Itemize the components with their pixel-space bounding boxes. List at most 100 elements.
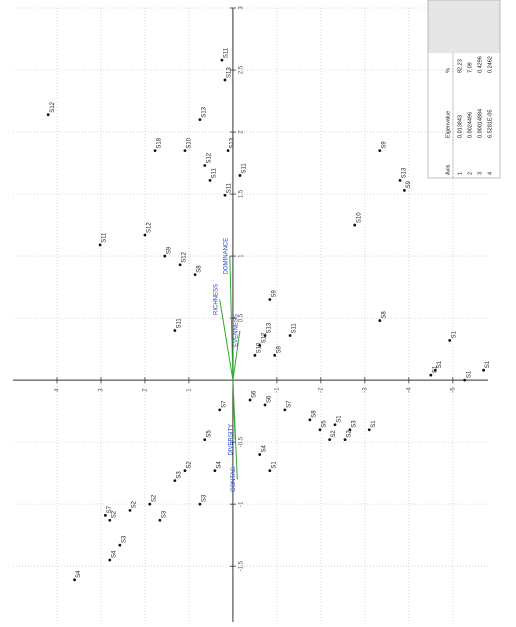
point [46, 113, 50, 117]
point-label: S13 [227, 67, 233, 78]
point-label: S10 [256, 342, 262, 353]
point-label: S9 [381, 141, 387, 149]
point [367, 428, 371, 432]
table-frame [427, 0, 501, 179]
point-label: S11 [223, 47, 229, 58]
point-label: S8 [197, 265, 203, 273]
point-label: S7 [286, 400, 292, 408]
point [258, 343, 262, 347]
point-label: S6 [267, 395, 273, 403]
vector-label: DIVERSITY [229, 424, 235, 456]
table-cell: 1 [457, 172, 463, 175]
point-label: S1 [371, 420, 377, 428]
point [238, 174, 242, 177]
point [353, 223, 357, 227]
point [158, 518, 162, 522]
point-label: S10 [187, 137, 193, 148]
point-label: S18 [157, 137, 163, 148]
point [223, 78, 227, 82]
point-label: S1 [432, 365, 438, 373]
point-label: S4 [261, 445, 267, 453]
table-header: Axis [445, 164, 451, 175]
point [173, 329, 177, 332]
x-tick-label: 1 [187, 388, 193, 392]
point-label: S11 [102, 232, 108, 243]
point [258, 453, 262, 456]
point-label: S9 [406, 180, 412, 188]
x-tick-label: -3 [362, 387, 368, 393]
point-label: S12 [147, 222, 153, 233]
point [183, 469, 187, 473]
table-header-bg [428, 0, 500, 53]
point [253, 353, 257, 357]
point-label: S2 [187, 461, 193, 469]
point-label: S12 [50, 101, 56, 112]
point-label: S9 [271, 289, 277, 297]
point-label: S1 [485, 360, 491, 368]
point [263, 403, 267, 407]
point [433, 368, 437, 372]
point [429, 373, 433, 377]
point-label: S5 [322, 420, 328, 428]
point [463, 378, 467, 382]
point [128, 508, 132, 512]
point [283, 408, 287, 412]
table-cell: 4 [487, 172, 493, 175]
point-label: S1 [451, 330, 457, 338]
point-label: S1 [271, 461, 277, 469]
point-label: S12 [182, 251, 188, 262]
point [203, 164, 207, 167]
y-tick-label: 1.5 [238, 189, 244, 198]
point-label: S2 [111, 510, 117, 518]
point-label: S5 [206, 430, 212, 438]
point [482, 368, 486, 372]
point [343, 438, 347, 442]
point-label: S1 [466, 370, 472, 378]
point-label: S6 [252, 390, 258, 398]
point [318, 428, 322, 432]
point [208, 179, 212, 182]
table-cell: 3 [477, 172, 483, 175]
y-tick-label: 2 [238, 130, 244, 134]
point [268, 469, 272, 473]
point [378, 319, 382, 322]
vector [232, 380, 238, 480]
point-label: S1 [437, 360, 443, 368]
table-cell: 7.09 [467, 62, 473, 73]
point [118, 543, 122, 547]
point-label: S13 [402, 167, 408, 178]
point [108, 558, 112, 562]
y-tick-label: -1.5 [238, 560, 244, 571]
point [448, 339, 452, 342]
point-label: S11 [227, 182, 233, 193]
x-tick-label: 4 [55, 388, 61, 392]
point [173, 479, 177, 482]
point [153, 149, 157, 153]
x-tick-label: -2 [318, 387, 324, 393]
y-tick-label: -0.5 [238, 436, 244, 447]
table-cell: 6.5281E-05 [487, 110, 493, 138]
vector [229, 256, 234, 381]
point-label: S4 [216, 461, 222, 469]
x-tick-label: 3 [99, 388, 105, 392]
point [178, 263, 182, 267]
point [288, 334, 292, 337]
point [263, 334, 267, 337]
point [333, 423, 337, 427]
table-cell: 0.013843 [457, 115, 463, 138]
point [348, 428, 352, 432]
point [398, 179, 402, 182]
table-cell: 0.4296 [477, 56, 483, 73]
point-label: S2 [331, 430, 337, 438]
point [198, 118, 202, 122]
point-label: S13 [230, 137, 236, 148]
point [143, 233, 147, 237]
point-label: S8 [311, 410, 317, 418]
point-label: S4 [76, 570, 82, 578]
vector-label: RICHNESS [213, 284, 219, 315]
table-cell: 0.00014884 [477, 109, 483, 138]
point-label: S13 [267, 322, 273, 333]
point-label: S1 [337, 415, 343, 423]
point-label: S13 [201, 106, 207, 117]
